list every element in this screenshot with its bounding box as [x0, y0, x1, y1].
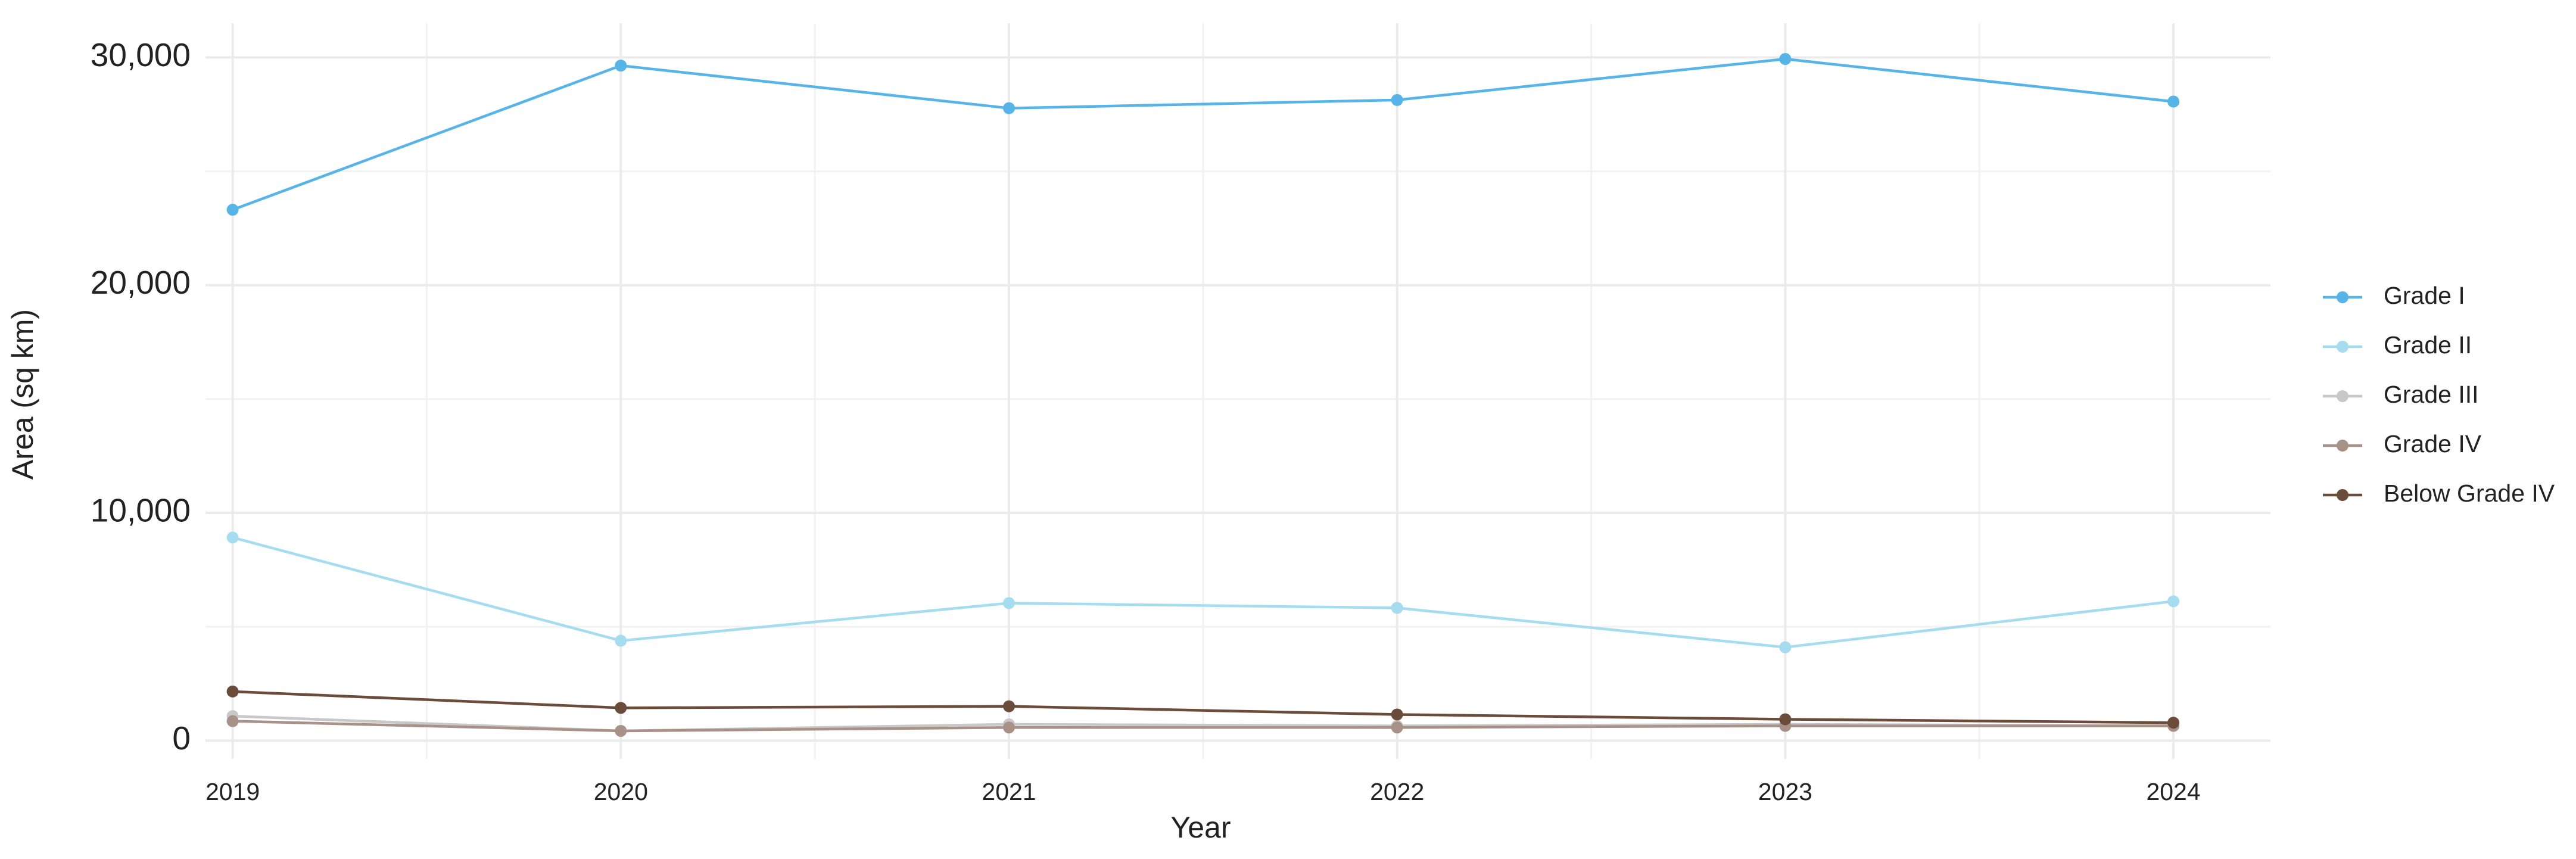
data-point	[1391, 602, 1403, 614]
data-point	[1003, 721, 1016, 734]
data-point	[226, 685, 239, 698]
y-tick-label: 30,000	[91, 36, 191, 73]
x-axis-title: Year	[1170, 811, 1231, 844]
data-point	[1391, 708, 1403, 721]
legend-marker	[2337, 341, 2348, 353]
legend-label: Grade IV	[2384, 430, 2482, 457]
x-tick-label: 2019	[205, 778, 260, 805]
x-tick-label: 2020	[594, 778, 648, 805]
x-tick-label: 2022	[1370, 778, 1424, 805]
legend-label: Below Grade IV	[2384, 480, 2555, 507]
y-tick-label: 10,000	[91, 492, 191, 529]
data-point	[1391, 721, 1403, 734]
series-line	[232, 720, 2174, 733]
x-tick-label: 2021	[982, 778, 1036, 805]
series-line	[232, 536, 2174, 649]
legend-label: Grade III	[2384, 381, 2479, 408]
y-tick-label: 0	[172, 720, 191, 757]
data-point	[615, 702, 627, 714]
legend-marker	[2337, 291, 2348, 303]
legend-label: Grade I	[2384, 282, 2465, 309]
data-point	[1003, 700, 1016, 712]
data-point	[1003, 102, 1016, 114]
data-point	[2167, 595, 2180, 608]
data-point	[615, 60, 627, 72]
x-tick-label: 2024	[2146, 778, 2200, 805]
legend-label: Grade II	[2384, 331, 2472, 359]
data-point	[1003, 597, 1016, 609]
legend-marker	[2337, 390, 2348, 402]
series-line	[232, 57, 2174, 211]
data-point	[226, 715, 239, 727]
x-tick-label: 2023	[1758, 778, 1812, 805]
legend-marker	[2337, 489, 2348, 501]
data-point	[615, 634, 627, 647]
data-point	[615, 724, 627, 737]
data-point	[2167, 717, 2180, 729]
data-point	[1779, 713, 1792, 726]
series-line	[232, 690, 2174, 724]
data-point	[1779, 53, 1792, 66]
data-point	[1779, 641, 1792, 653]
data-point	[226, 531, 239, 544]
legend-marker	[2337, 440, 2348, 452]
data-point	[226, 204, 239, 216]
data-point	[1391, 94, 1403, 106]
y-tick-label: 20,000	[91, 264, 191, 301]
data-point	[2167, 95, 2180, 108]
y-axis-title: Area (sq km)	[6, 309, 39, 480]
